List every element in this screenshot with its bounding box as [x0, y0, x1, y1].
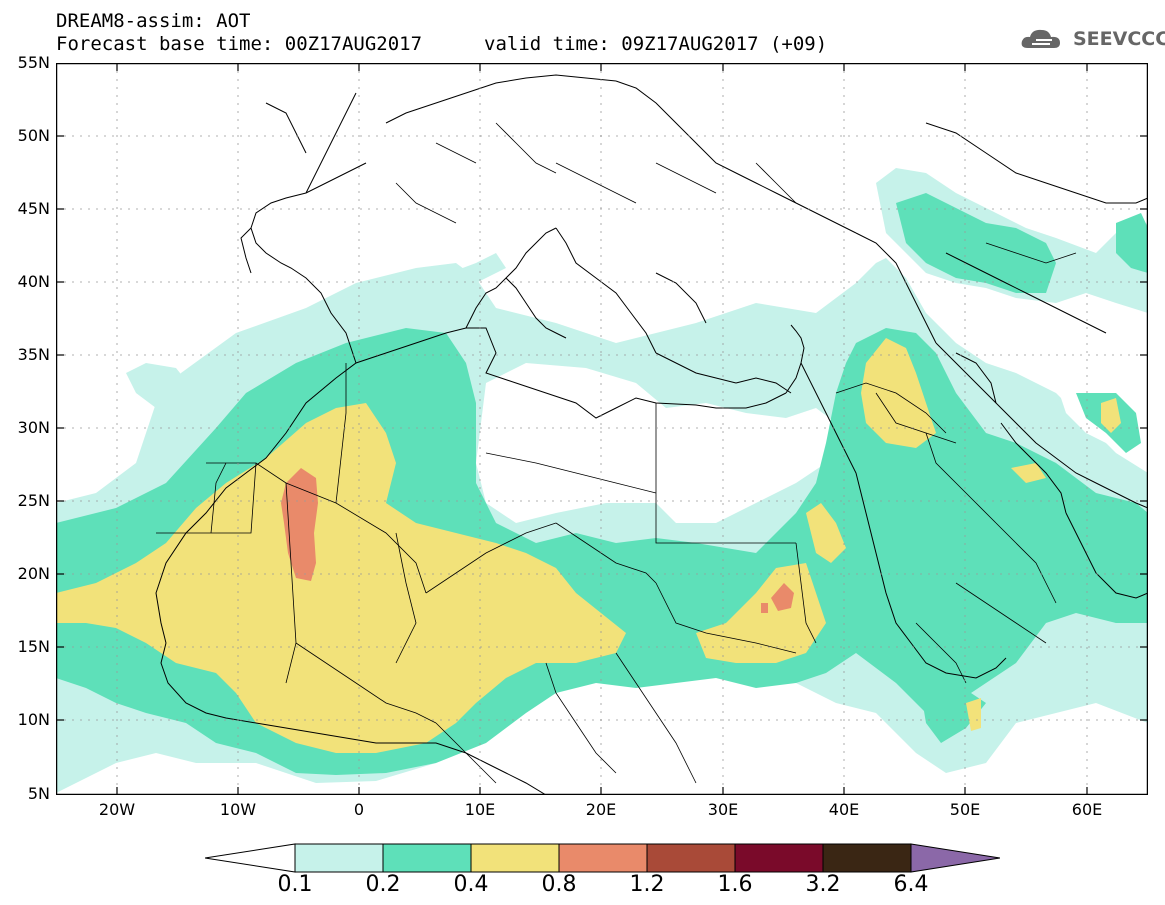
- lat-tick-40n: 40N: [17, 272, 50, 291]
- lon-tick-0: 0: [353, 800, 365, 819]
- cloud-logo-icon: [1021, 29, 1060, 48]
- lon-tick-20e: 20E: [585, 800, 617, 819]
- colorbar-swatch-02-04: [382, 843, 472, 873]
- colorbar-label-7: 6.4: [893, 872, 929, 897]
- lat-tick-20n: 20N: [17, 564, 50, 583]
- lon-tick-50e: 50E: [949, 800, 981, 819]
- lat-tick-30n: 30N: [17, 418, 50, 437]
- forecast-base-time: Forecast base time: 00Z17AUG2017: [56, 33, 423, 55]
- colorbar-swatch-04-08: [470, 843, 560, 873]
- lat-tick-5n: 5N: [27, 784, 50, 803]
- valid-time: valid time: 09Z17AUG2017 (+09): [484, 33, 828, 55]
- colorbar-label-3: 0.8: [541, 872, 577, 897]
- country-borders: [156, 122, 1077, 784]
- axis-ticks: [56, 63, 1148, 795]
- colorbar-label-2: 0.4: [453, 872, 489, 897]
- lat-tick-50n: 50N: [17, 126, 50, 145]
- colorbar-label-0: 0.1: [277, 872, 313, 897]
- map-title: DREAM8-assim: AOT: [56, 10, 251, 32]
- lat-tick-10n: 10N: [17, 710, 50, 729]
- lat-tick-45n: 45N: [17, 199, 50, 218]
- lat-tick-35n: 35N: [17, 345, 50, 364]
- colorbar-swatch-12-16: [646, 843, 736, 873]
- logo-text: SEEVCCC: [1073, 28, 1165, 50]
- coastlines: [155, 74, 1148, 795]
- colorbar-swatch-01-02: [294, 843, 384, 873]
- colorbar-under-arrow: [205, 843, 296, 873]
- lon-tick-10e: 10E: [464, 800, 496, 819]
- lon-tick-40e: 40E: [828, 800, 860, 819]
- colorbar-swatch-32-64: [822, 843, 912, 873]
- lat-tick-15n: 15N: [17, 637, 50, 656]
- colorbar-label-1: 0.2: [365, 872, 401, 897]
- colorbar-label-6: 3.2: [805, 872, 841, 897]
- colorbar-label-4: 1.2: [629, 872, 665, 897]
- colorbar-swatch-08-12: [558, 843, 648, 873]
- colorbar-swatch-16-32: [734, 843, 824, 873]
- lon-tick-60e: 60E: [1071, 800, 1103, 819]
- lat-lon-grid: [56, 63, 1148, 795]
- lat-tick-55n: 55N: [17, 53, 50, 72]
- colorbar: [205, 843, 1000, 873]
- lon-tick-20w: 20W: [98, 800, 136, 819]
- lat-tick-25n: 25N: [17, 491, 50, 510]
- aot-map: [56, 63, 1148, 795]
- colorbar-over-arrow: [910, 843, 1000, 873]
- lon-tick-30e: 30E: [707, 800, 739, 819]
- colorbar-label-5: 1.6: [717, 872, 753, 897]
- lon-tick-10w: 10W: [219, 800, 257, 819]
